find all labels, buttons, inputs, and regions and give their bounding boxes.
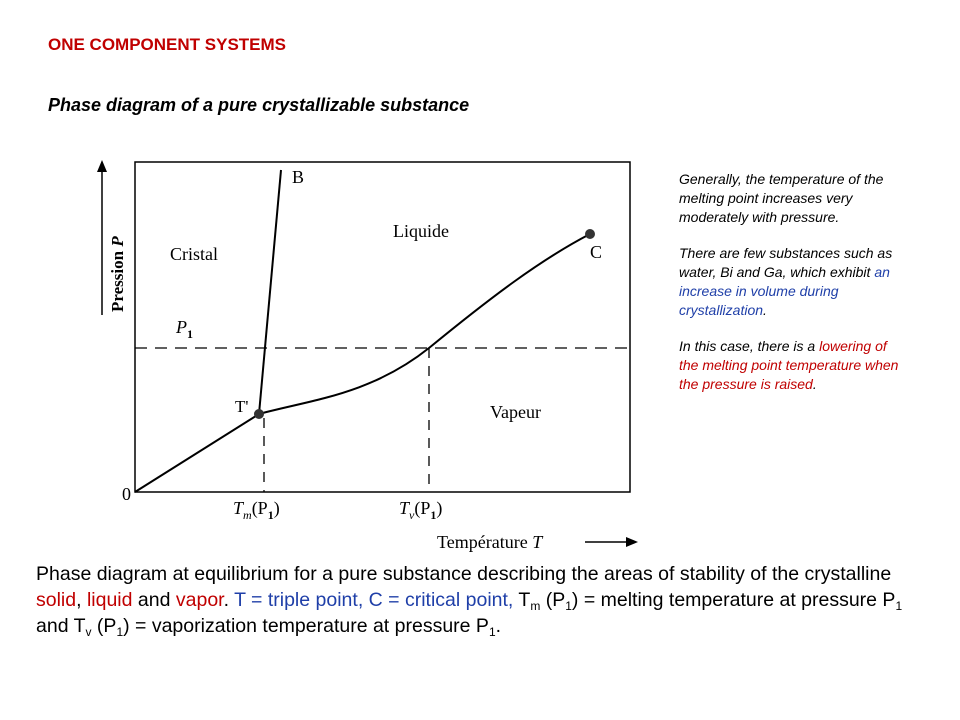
tv-label: Tv(P1) <box>399 498 442 522</box>
section-title: ONE COMPONENT SYSTEMS <box>48 35 287 54</box>
phase-diagram-svg: Pression P Température T Cristal Liquide… <box>97 160 638 552</box>
slide-subtitle: Phase diagram of a pure crystallizable s… <box>48 95 470 115</box>
plot-frame <box>134 161 631 493</box>
critical-point-marker <box>585 229 595 239</box>
y-axis-arrowhead <box>97 160 107 172</box>
region-vapor-label: Vapeur <box>490 402 541 422</box>
vaporization-curve <box>258 233 591 415</box>
region-liquid-label: Liquide <box>393 221 449 241</box>
x-axis-label: Température T <box>437 532 544 552</box>
point-t-label: T' <box>235 397 248 416</box>
sublimation-curve <box>134 413 260 493</box>
point-c-label: C <box>590 242 602 262</box>
melting-curve <box>258 169 282 415</box>
origin-label: 0 <box>122 484 131 504</box>
phase-diagram: Pression P Température T Cristal Liquide… <box>80 150 660 562</box>
region-solid-label: Cristal <box>170 244 218 264</box>
caption: Phase diagram at equilibrium for a pure … <box>36 563 903 639</box>
triple-point-marker <box>254 409 264 419</box>
p1-label: P1 <box>175 317 193 341</box>
note-melting-point: Generally, the temperature of the meltin… <box>679 171 884 225</box>
y-axis-label: Pression P <box>108 236 127 312</box>
x-axis-arrowhead <box>626 537 638 547</box>
side-notes: Generally, the temperature of the meltin… <box>679 170 909 411</box>
note-volume-increase: There are few substances such as water, … <box>679 245 893 318</box>
tm-label: Tm(P1) <box>233 498 280 522</box>
point-b-label: B <box>292 167 304 187</box>
note-lowering: In this case, there is a lowering of the… <box>679 338 899 392</box>
